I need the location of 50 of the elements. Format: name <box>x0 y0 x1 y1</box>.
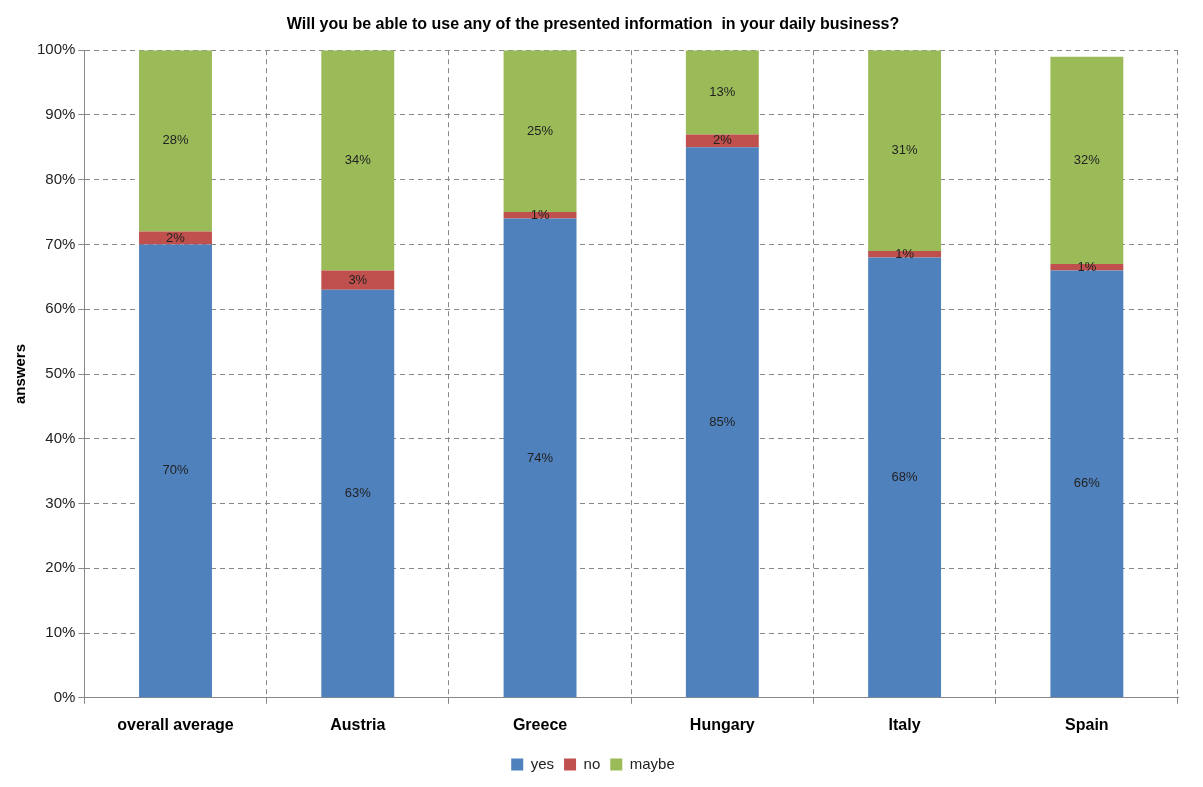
x-tick-label: Spain <box>1065 715 1109 733</box>
y-tick-label: 60% <box>45 299 76 317</box>
chart-title: Will you be able to use any of the presented information in your daily business? <box>286 15 900 33</box>
data-label: 25% <box>527 122 554 138</box>
data-label: 13% <box>709 83 736 99</box>
bar <box>321 50 395 271</box>
x-tick-label: Greece <box>512 715 568 733</box>
legend-label: maybe <box>629 754 675 772</box>
y-axis-title: answers <box>11 343 29 405</box>
bar <box>868 257 942 698</box>
y-tick-label: 70% <box>45 234 76 252</box>
bar <box>321 270 395 290</box>
data-label: 74% <box>527 449 554 465</box>
legend-label: yes <box>530 754 555 772</box>
bar <box>1050 56 1124 264</box>
y-tick-label: 30% <box>45 493 76 511</box>
y-tick-label: 80% <box>45 169 76 187</box>
data-label: 3% <box>348 271 368 287</box>
y-tick-label: 10% <box>45 623 76 641</box>
bar <box>503 212 577 219</box>
data-label: 34% <box>344 151 372 167</box>
data-label: 2% <box>712 132 733 148</box>
y-tick-label: 40% <box>45 428 76 446</box>
x-tick-label: Italy <box>888 715 921 733</box>
x-tick-label: Hungary <box>689 715 755 733</box>
data-label: 32% <box>1073 151 1101 167</box>
x-tick-label: overall average <box>117 715 234 733</box>
data-label: 70% <box>162 462 189 478</box>
data-label: 31% <box>891 142 919 158</box>
y-tick-label: 50% <box>45 364 76 382</box>
data-label: 2% <box>166 229 186 245</box>
data-label: 28% <box>162 132 189 148</box>
bar <box>685 147 759 698</box>
bar <box>685 50 759 135</box>
bar <box>139 244 212 698</box>
y-tick-label: 90% <box>45 105 76 123</box>
bar <box>1050 270 1124 698</box>
bar <box>868 50 942 251</box>
data-label: 68% <box>891 468 919 484</box>
bar <box>321 289 395 698</box>
x-tick-label: Austria <box>330 715 386 733</box>
data-label: 85% <box>709 413 736 429</box>
y-tick-label: 0% <box>53 687 76 705</box>
data-label: 63% <box>344 485 372 501</box>
bar <box>139 50 212 232</box>
y-tick-label: 100% <box>36 40 76 58</box>
legend-label: no <box>583 754 601 772</box>
bar <box>503 218 577 698</box>
data-label: 66% <box>1073 475 1101 491</box>
y-tick-label: 20% <box>45 558 76 576</box>
